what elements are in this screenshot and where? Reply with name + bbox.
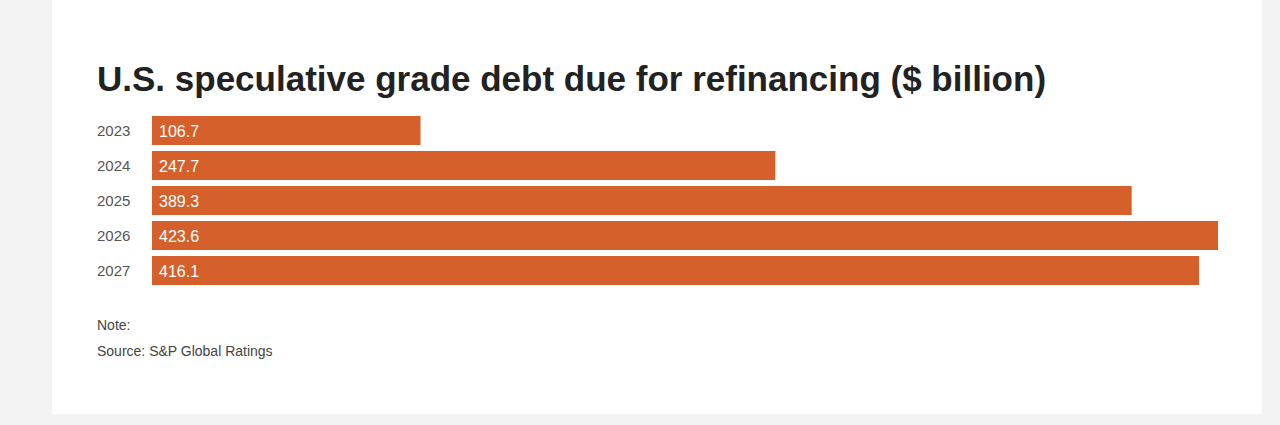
bar — [152, 151, 775, 180]
category-label: 2027 — [97, 262, 130, 279]
source: Source: S&P Global Ratings — [97, 343, 273, 359]
category-label: 2026 — [97, 227, 130, 244]
category-label: 2023 — [97, 122, 130, 139]
note: Note: — [97, 317, 130, 333]
data-label: 247.7 — [159, 158, 199, 175]
bar — [152, 116, 421, 145]
bar — [152, 221, 1218, 250]
card — [52, 0, 1262, 414]
category-label: 2024 — [97, 157, 130, 174]
bar — [152, 186, 1132, 215]
data-label: 416.1 — [159, 263, 199, 280]
category-label: 2025 — [97, 192, 130, 209]
bars — [152, 116, 1218, 285]
title: U.S. speculative grade debt due for refi… — [97, 59, 1046, 98]
data-label: 389.3 — [159, 193, 199, 210]
data-label: 106.7 — [159, 123, 199, 140]
labels: 2023 106.7 2024 247.7 2025 389.3 2026 423.6 2027… — [97, 122, 199, 280]
chart: U.S. speculative grade debt due for refi… — [0, 0, 1280, 425]
bar — [152, 256, 1199, 285]
data-label: 423.6 — [159, 228, 199, 245]
